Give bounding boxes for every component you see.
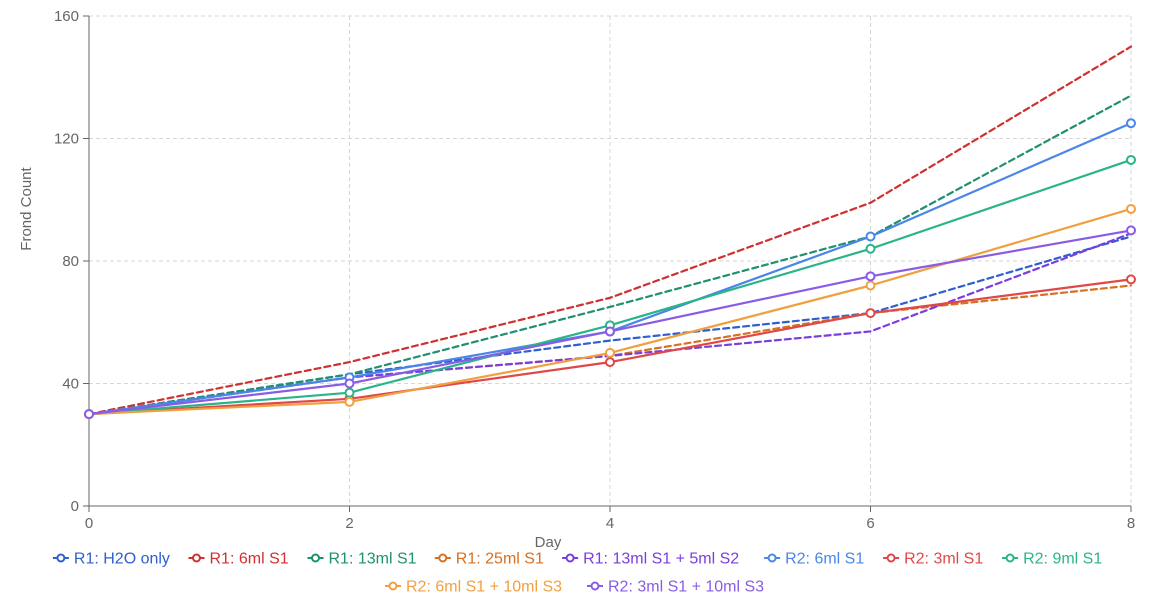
legend-label: R1: 25ml S1 [456,551,544,568]
legend-marker [767,553,777,563]
legend-item[interactable]: R1: 13ml S1 + 5ml S2 [562,551,739,568]
data-point[interactable] [865,271,876,282]
series-9 [84,225,1136,420]
data-point[interactable] [1126,203,1136,214]
axis-labels: 0 40 80 120 160 0 2 4 6 8 Day Frond Count [18,8,1135,551]
y-tick-label: 80 [62,253,79,270]
legend-item[interactable]: R1: 13ml S1 [307,551,417,568]
legend-label: R1: 13ml S1 [329,551,417,568]
y-tick-label: 160 [54,8,79,25]
data-point[interactable] [84,409,94,420]
legend-marker [438,553,448,563]
legend-label: R2: 9ml S1 [1023,551,1102,568]
data-point[interactable] [344,396,355,407]
y-tick-label: 40 [62,376,79,393]
legend-item[interactable]: R2: 3ml S1 + 10ml S3 [587,579,764,596]
legend-marker [886,553,896,563]
data-point[interactable] [344,387,355,398]
x-tick-label: 2 [345,515,353,532]
x-tick-label: 4 [606,515,614,532]
data-point[interactable] [865,231,876,242]
series-1 [87,45,1133,416]
x-tick-label: 6 [866,515,874,532]
data-point[interactable] [1126,225,1136,236]
legend-marker [311,553,320,563]
legend-item[interactable]: R1: H2O only [52,551,170,568]
y-tick-label: 0 [71,498,79,515]
grid [89,15,1132,506]
legend-label: R1: 6ml S1 [210,551,289,568]
y-axis-title: Frond Count [18,166,35,250]
legend-item[interactable]: R1: 6ml S1 [188,551,289,568]
legend-label: R1: H2O only [74,551,170,568]
series-7 [84,154,1136,420]
x-tick-label: 8 [1127,515,1135,532]
series-2 [87,94,1133,416]
legend-item[interactable]: R2: 3ml S1 [883,551,983,568]
x-axis-title: Day [535,534,562,551]
legend-label: R2: 6ml S1 + 10ml S3 [406,579,562,596]
legend: R1: H2O only R1: 6ml S1 R1: 13ml S1 R1: 25m… [52,551,1102,596]
legend-item[interactable]: R2: 9ml S1 [1002,551,1102,568]
data-point[interactable] [344,378,355,389]
legend-marker [388,581,398,591]
legend-marker [56,553,66,563]
axes [83,15,1132,512]
data-point[interactable] [865,243,876,254]
legend-marker [565,553,575,563]
legend-label: R1: 13ml S1 + 5ml S2 [583,551,739,568]
series-line [87,94,1133,416]
y-tick-label: 120 [54,131,79,148]
data-point[interactable] [1126,154,1136,165]
data-point[interactable] [605,326,615,337]
legend-item[interactable]: R2: 6ml S1 + 10ml S3 [385,579,562,596]
data-point[interactable] [1126,118,1136,129]
legend-label: R2: 6ml S1 [785,551,864,568]
legend-marker [192,553,201,563]
data-point[interactable] [865,308,876,319]
data-point[interactable] [1126,274,1136,285]
data-point[interactable] [865,280,876,291]
series-line [87,45,1133,416]
legend-label: R2: 3ml S1 [904,551,983,568]
legend-label: R2: 3ml S1 + 10ml S3 [608,579,764,596]
series-lines [84,45,1136,420]
legend-marker [590,581,600,591]
legend-item[interactable]: R2: 6ml S1 [764,551,864,568]
legend-marker [1005,553,1015,563]
data-point[interactable] [605,357,615,368]
data-point[interactable] [605,347,615,358]
x-tick-label: 0 [85,515,93,532]
legend-item[interactable]: R1: 25ml S1 [434,551,544,568]
